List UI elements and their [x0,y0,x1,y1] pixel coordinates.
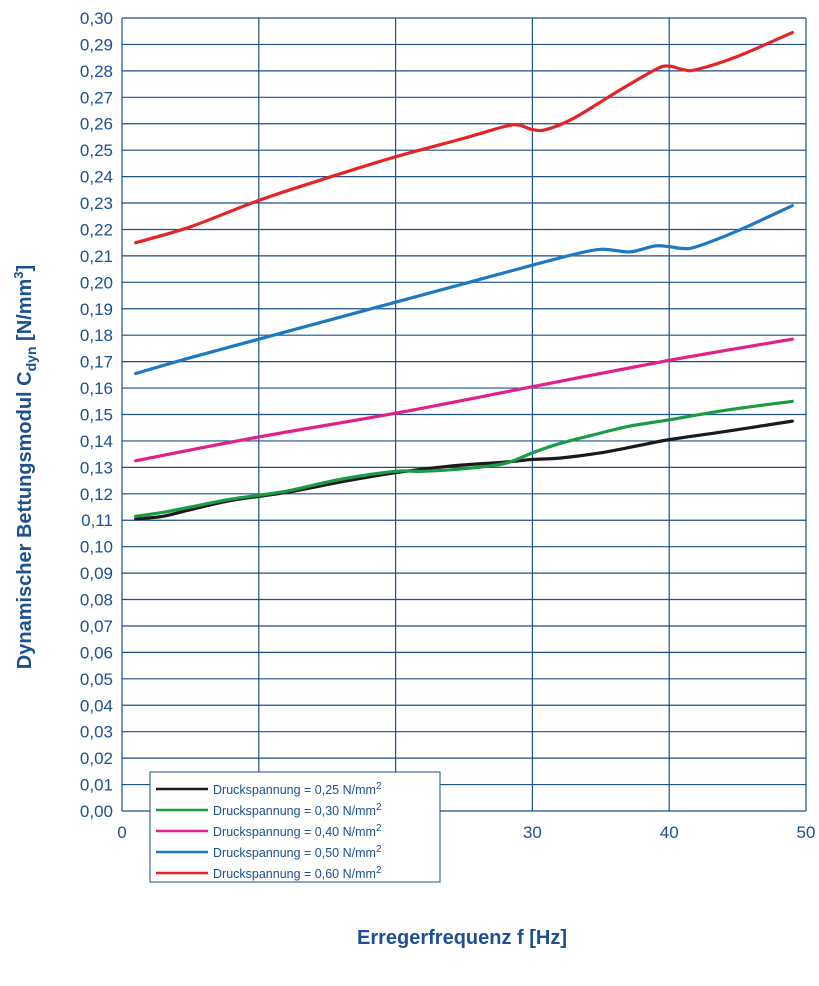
y-tick-label: 0,29 [80,35,113,54]
y-tick-label: 0,22 [80,220,113,239]
legend-label-text: Druckspannung = 0,30 N/mm [213,804,376,818]
legend-label-4: Druckspannung = 0,50 N/mm2 [213,844,382,860]
y-tick-label: 0,09 [80,564,113,583]
series-line-1 [134,419,794,521]
y-tick-label: 0,15 [80,406,113,425]
y-tick-label: 0,18 [80,326,113,345]
y-tick-label: 0,02 [80,749,113,768]
y-tick-label: 0,28 [80,62,113,81]
series-line-2 [134,399,794,518]
legend-label-text: Druckspannung = 0,25 N/mm [213,783,376,797]
y-tick-label: 0,20 [80,273,113,292]
legend-box [149,771,441,883]
y-tick-label: 0,17 [80,353,113,372]
series-line-5 [134,30,794,245]
y-tick-label: 0,23 [80,194,113,213]
y-tick-label: 0,05 [80,670,113,689]
legend-label-5: Druckspannung = 0,60 N/mm2 [213,865,382,881]
y-tick-label: 0,12 [80,485,113,504]
y-axis-title: Dynamischer Bettungsmodul Cdyn [N/mm3] [11,265,39,669]
y-tick-label: 0,25 [80,141,113,160]
legend-label-2: Druckspannung = 0,30 N/mm2 [213,802,382,818]
x-axis-title: Erregerfrequenz f [Hz] [357,927,567,949]
legend-label-sup: 2 [376,802,382,813]
y-tick-label: 0,27 [80,88,113,107]
y-tick-label: 0,19 [80,300,113,319]
y-axis-title-subscript: dyn [23,346,39,371]
y-tick-label: 0,30 [80,9,113,28]
legend-label-text: Druckspannung = 0,40 N/mm [213,825,376,839]
y-axis-title-main: Dynamischer Bettungsmodul C [14,371,36,669]
y-tick-label: 0,07 [80,617,113,636]
y-tick-label: 0,21 [80,247,113,266]
y-tick-label: 0,03 [80,723,113,742]
y-tick-label: 0,24 [80,168,113,187]
legend-label-sup: 2 [376,823,382,834]
y-axis-title-unit-end: ] [14,265,36,272]
x-tick-label: 40 [660,823,679,842]
legend: Druckspannung = 0,25 N/mm2Druckspannung … [149,771,441,883]
series-line-3 [134,337,794,463]
y-axis-title-unit: [N/mm [14,279,36,347]
x-tick-label: 30 [523,823,542,842]
tick-labels: 0,00 0,01 0,02 0,03 0,04 0,05 0,06 0,07 0,08 0,09… [80,9,816,842]
y-tick-label: 0,08 [80,591,113,610]
y-tick-label: 0,13 [80,458,113,477]
series-line-4 [134,204,794,376]
series-lines [134,30,794,521]
y-tick-label: 0,06 [80,643,113,662]
y-tick-label: 0,01 [80,776,113,795]
legend-label-sup: 2 [376,844,382,855]
y-tick-label: 0,16 [80,379,113,398]
y-tick-label: 0,04 [80,696,113,715]
y-axis-title-unit-sup: 3 [11,271,26,278]
y-tick-label: 0,00 [80,802,113,821]
legend-label-text: Druckspannung = 0,50 N/mm [213,846,376,860]
grid [121,17,807,812]
legend-label-sup: 2 [376,781,382,792]
x-tick-label: 50 [797,823,816,842]
y-tick-label: 0,26 [80,115,113,134]
x-tick-label: 0 [117,823,126,842]
y-tick-label: 0,11 [81,511,113,530]
y-tick-label: 0,14 [80,432,113,451]
legend-label-text: Druckspannung = 0,60 N/mm [213,867,376,881]
legend-label-1: Druckspannung = 0,25 N/mm2 [213,781,382,797]
legend-label-sup: 2 [376,865,382,876]
y-tick-label: 0,10 [80,538,113,557]
legend-label-3: Druckspannung = 0,40 N/mm2 [213,823,382,839]
